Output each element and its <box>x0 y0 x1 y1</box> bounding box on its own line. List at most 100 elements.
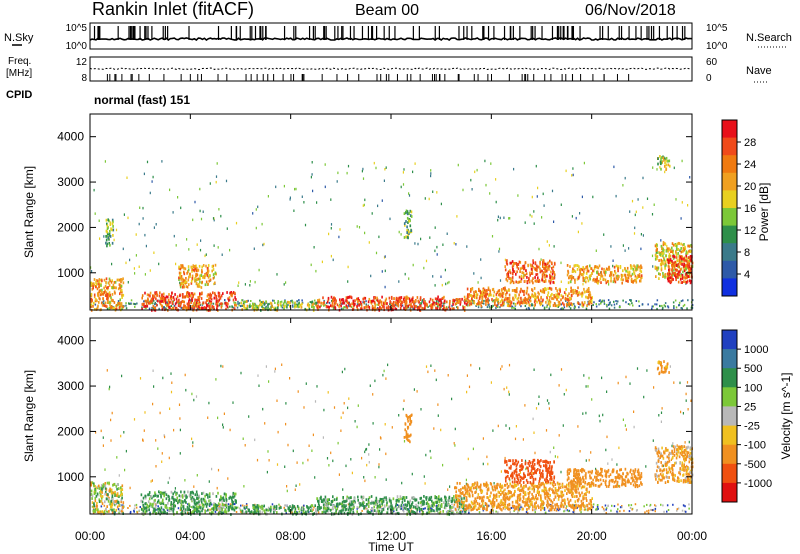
heatmap-cell <box>468 509 470 512</box>
heatmap-cell <box>473 290 475 294</box>
heatmap-cell <box>197 307 199 310</box>
heatmap-cell <box>109 487 111 491</box>
heatmap-cell <box>483 299 485 302</box>
heatmap-cell <box>195 273 197 276</box>
heatmap-cell <box>462 305 464 308</box>
heatmap-cell <box>630 280 633 283</box>
heatmap-cell <box>297 390 299 393</box>
heatmap-cell <box>197 509 200 513</box>
heatmap-cell <box>106 297 108 301</box>
heatmap-cell <box>377 307 380 311</box>
heatmap-cell <box>276 302 279 305</box>
heatmap-cell <box>476 296 478 300</box>
heatmap-cell <box>338 235 340 239</box>
heatmap-cell <box>495 304 498 308</box>
heatmap-cell <box>514 303 517 306</box>
heatmap-cell <box>181 494 184 497</box>
heatmap-cell <box>196 284 199 288</box>
heatmap-cell <box>96 501 98 505</box>
heatmap-cell <box>268 459 270 462</box>
heatmap-cell <box>328 232 330 236</box>
heatmap-cell <box>407 236 409 240</box>
heatmap-cell <box>181 293 184 297</box>
heatmap-cell <box>662 464 664 468</box>
heatmap-cell <box>345 296 348 300</box>
heatmap-cell <box>184 295 187 299</box>
heatmap-cell <box>322 302 324 305</box>
heatmap-cell <box>675 198 677 201</box>
heatmap-cell <box>255 307 257 310</box>
heatmap-cell <box>167 295 169 299</box>
heatmap-cell <box>142 206 144 210</box>
heatmap-cell <box>421 299 424 302</box>
heatmap-cell <box>409 224 412 228</box>
heatmap-cell <box>582 268 584 272</box>
heatmap-cell <box>183 281 186 284</box>
heatmap-cell <box>630 266 632 270</box>
heatmap-cell <box>436 245 438 249</box>
heatmap-cell <box>435 302 438 305</box>
heatmap-cell <box>478 297 481 300</box>
heatmap-cell <box>525 291 528 295</box>
heatmap-cell <box>614 271 617 275</box>
heatmap-cell <box>302 461 304 465</box>
heatmap-cell <box>291 299 293 302</box>
heatmap-cell <box>103 291 106 294</box>
heatmap-cell <box>94 510 97 513</box>
heatmap-cell <box>263 242 265 246</box>
heatmap-cell <box>585 265 587 269</box>
heatmap-cell <box>600 274 602 278</box>
heatmap-cell <box>170 307 173 311</box>
heatmap-cell <box>365 507 367 510</box>
heatmap-cell <box>121 296 123 299</box>
heatmap-cell <box>656 266 658 270</box>
heatmap-cell <box>492 294 495 298</box>
heatmap-cell <box>198 305 200 308</box>
heatmap-cell <box>339 303 341 306</box>
heatmap-cell <box>179 271 182 275</box>
heatmap-cell <box>523 301 525 305</box>
heatmap-cell <box>504 488 506 491</box>
heatmap-cell <box>103 504 106 507</box>
heatmap-cell <box>370 274 372 278</box>
heatmap-cell <box>93 502 95 506</box>
heatmap-cell <box>397 297 400 301</box>
heatmap-cell <box>407 230 410 234</box>
heatmap-cell <box>161 500 164 504</box>
heatmap-cell <box>210 294 213 297</box>
heatmap-cell <box>298 299 300 302</box>
heatmap-cell <box>627 276 630 280</box>
heatmap-cell <box>187 268 190 272</box>
heatmap-cell <box>296 303 298 307</box>
heatmap-cell <box>347 295 349 299</box>
heatmap-cell <box>152 494 155 498</box>
heatmap-cell <box>500 292 502 296</box>
heatmap-cell <box>248 304 251 308</box>
heatmap-cell <box>660 268 663 272</box>
heatmap-cell <box>246 511 249 513</box>
heatmap-cell <box>546 268 548 271</box>
heatmap-cell <box>393 304 396 308</box>
heatmap-cell <box>665 168 667 171</box>
heatmap-cell <box>603 301 605 303</box>
heatmap-cell <box>148 293 150 297</box>
heatmap-cell <box>202 276 204 279</box>
heatmap-cell <box>145 302 148 306</box>
heatmap-cell <box>603 271 606 275</box>
heatmap-cell <box>589 264 591 268</box>
heatmap-cell <box>542 288 544 291</box>
heatmap-cell <box>314 476 316 479</box>
heatmap-cell <box>667 163 670 167</box>
heatmap-cell <box>660 420 662 423</box>
heatmap-cell <box>199 510 201 514</box>
heatmap-cell <box>395 307 398 311</box>
heatmap-cell <box>330 451 332 455</box>
heatmap-cell <box>676 508 679 511</box>
heatmap-cell <box>542 271 545 275</box>
heatmap-cell <box>257 205 259 209</box>
heatmap-cell <box>125 302 127 305</box>
heatmap-cell <box>443 295 445 299</box>
heatmap-cell <box>191 276 194 280</box>
heatmap-cell <box>634 213 636 217</box>
heatmap-cell <box>581 303 583 307</box>
